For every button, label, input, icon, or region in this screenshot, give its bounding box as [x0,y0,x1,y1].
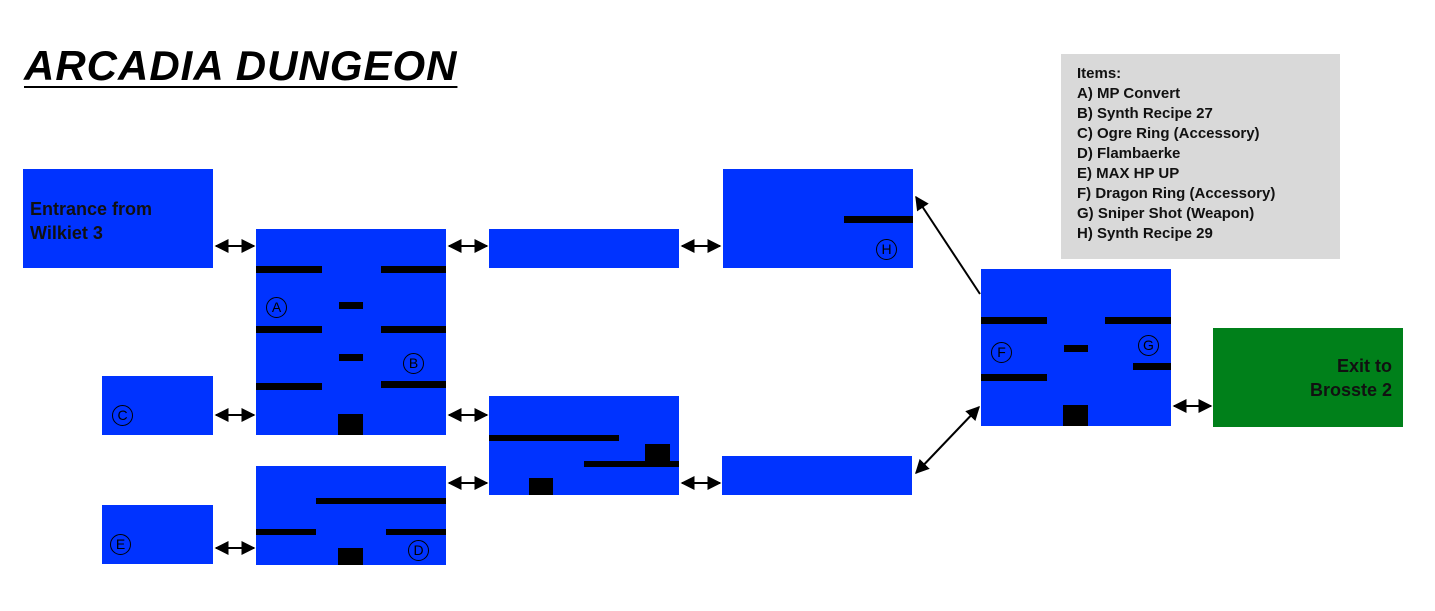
marker-b: B [403,353,424,374]
room-entrance: Entrance from Wilkiet 3 [23,169,213,268]
wall [981,374,1047,381]
legend-item: A) MP Convert [1077,85,1181,102]
room-exit: Exit to Brosste 2 [1213,328,1403,427]
legend-item: D) Flambaerke [1077,145,1181,162]
room-e: E [102,505,213,564]
wall [981,317,1047,324]
room-a-b: A B [256,229,446,435]
legend-item: H) Synth Recipe 29 [1077,225,1213,242]
items-legend: Items: A) MP Convert B) Synth Recipe 27 … [1061,54,1340,259]
block [645,444,670,462]
legend-item: F) Dragon Ring (Accessory) [1077,185,1276,202]
wall [339,302,363,309]
room-f-g: F G [981,269,1171,426]
wall [1105,317,1171,324]
room-corridor-top [489,229,679,268]
exit-label: Exit to Brosste 2 [1309,356,1392,400]
legend-item: G) Sniper Shot (Weapon) [1077,205,1255,222]
block [338,414,363,435]
room-h: H [723,169,913,268]
block [338,548,363,565]
room-corridor-bottom [722,456,912,495]
marker-d: D [408,540,429,561]
marker-h: H [876,239,897,260]
arrow-roomF-roomH [915,195,981,295]
wall [256,383,322,390]
arrow-corridor-roomF [915,405,980,475]
wall [256,266,322,273]
wall [1133,363,1171,370]
room-d: D [256,466,446,565]
wall [316,498,446,504]
marker-a: A [266,297,287,318]
entrance-label: Entrance from Wilkiet 3 [30,199,153,243]
legend-heading: Items: [1077,65,1122,82]
wall [381,266,446,273]
wall [386,529,446,535]
room-c: C [102,376,213,435]
marker-e: E [110,534,131,555]
wall [339,354,363,361]
wall [381,326,446,333]
marker-c: C [112,405,133,426]
wall [489,435,619,441]
marker-g: G [1138,335,1159,356]
wall [584,461,679,467]
page-title: ARCADIA DUNGEON [24,42,458,89]
legend-item: B) Synth Recipe 27 [1077,105,1213,122]
block [529,478,553,495]
wall [1064,345,1088,352]
wall [844,216,913,223]
room-middle [489,396,679,495]
wall [256,326,322,333]
legend-item: C) Ogre Ring (Accessory) [1077,125,1260,142]
wall [381,381,446,388]
legend-item: E) MAX HP UP [1077,165,1180,182]
block [1063,405,1088,426]
marker-f: F [991,342,1012,363]
wall [256,529,316,535]
